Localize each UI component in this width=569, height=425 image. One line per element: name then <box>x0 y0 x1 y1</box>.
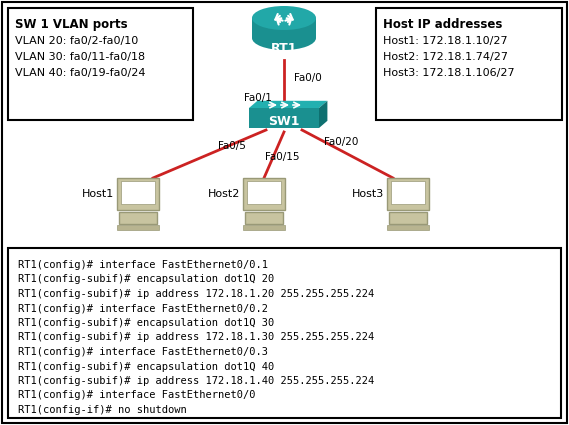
Text: RT1(config-if)# no shutdown: RT1(config-if)# no shutdown <box>18 405 187 415</box>
FancyBboxPatch shape <box>389 212 427 224</box>
Text: RT1(config-subif)# encapsulation dot1Q 30: RT1(config-subif)# encapsulation dot1Q 3… <box>18 318 274 328</box>
Text: VLAN 40: fa0/19-fa0/24: VLAN 40: fa0/19-fa0/24 <box>15 68 146 78</box>
FancyBboxPatch shape <box>247 181 281 204</box>
Polygon shape <box>249 101 327 108</box>
Text: SW1: SW1 <box>268 114 300 127</box>
Text: VLAN 30: fa0/11-fa0/18: VLAN 30: fa0/11-fa0/18 <box>15 52 145 62</box>
FancyBboxPatch shape <box>8 8 193 120</box>
Ellipse shape <box>252 6 316 30</box>
Text: Host1: 172.18.1.10/27: Host1: 172.18.1.10/27 <box>383 36 508 46</box>
FancyBboxPatch shape <box>391 181 425 204</box>
Text: Host2: 172.18.1.74/27: Host2: 172.18.1.74/27 <box>383 52 508 62</box>
FancyBboxPatch shape <box>387 225 429 230</box>
Text: RT1: RT1 <box>271 42 297 55</box>
Text: SW 1 VLAN ports: SW 1 VLAN ports <box>15 18 127 31</box>
FancyBboxPatch shape <box>245 212 283 224</box>
Text: Host IP addresses: Host IP addresses <box>383 18 502 31</box>
FancyBboxPatch shape <box>387 178 429 210</box>
Text: Host2: Host2 <box>208 189 240 199</box>
Bar <box>252 18 316 38</box>
Text: Fa0/5: Fa0/5 <box>218 141 246 151</box>
Text: RT1(config-subif)# ip address 172.18.1.20 255.255.255.224: RT1(config-subif)# ip address 172.18.1.2… <box>18 289 374 299</box>
Text: Host3: 172.18.1.106/27: Host3: 172.18.1.106/27 <box>383 68 514 78</box>
FancyBboxPatch shape <box>117 225 159 230</box>
Text: RT1(config-subif)# encapsulation dot1Q 20: RT1(config-subif)# encapsulation dot1Q 2… <box>18 275 274 284</box>
Text: RT1(config)# interface FastEthernet0/0: RT1(config)# interface FastEthernet0/0 <box>18 391 255 400</box>
FancyBboxPatch shape <box>8 248 561 418</box>
Text: Fa0/0: Fa0/0 <box>294 73 321 83</box>
Text: RT1(config-subif)# encapsulation dot1Q 40: RT1(config-subif)# encapsulation dot1Q 4… <box>18 362 274 371</box>
Text: Host3: Host3 <box>352 189 384 199</box>
Text: Fa0/20: Fa0/20 <box>324 137 358 147</box>
Text: RT1(config)# interface FastEthernet0/0.1: RT1(config)# interface FastEthernet0/0.1 <box>18 260 268 270</box>
Text: RT1(config)# interface FastEthernet0/0.2: RT1(config)# interface FastEthernet0/0.2 <box>18 303 268 314</box>
FancyBboxPatch shape <box>121 181 155 204</box>
Text: VLAN 20: fa0/2-fa0/10: VLAN 20: fa0/2-fa0/10 <box>15 36 138 46</box>
Ellipse shape <box>252 26 316 50</box>
Text: Host1: Host1 <box>82 189 114 199</box>
Text: RT1(config-subif)# ip address 172.18.1.30 255.255.255.224: RT1(config-subif)# ip address 172.18.1.3… <box>18 332 374 343</box>
Text: RT1(config)# interface FastEthernet0/0.3: RT1(config)# interface FastEthernet0/0.3 <box>18 347 268 357</box>
Text: RT1(config-subif)# ip address 172.18.1.40 255.255.255.224: RT1(config-subif)# ip address 172.18.1.4… <box>18 376 374 386</box>
Bar <box>249 108 319 128</box>
FancyBboxPatch shape <box>119 212 157 224</box>
Text: Fa0/15: Fa0/15 <box>265 152 299 162</box>
Text: Fa0/1: Fa0/1 <box>244 93 272 103</box>
FancyBboxPatch shape <box>117 178 159 210</box>
FancyBboxPatch shape <box>376 8 562 120</box>
FancyBboxPatch shape <box>243 225 285 230</box>
FancyBboxPatch shape <box>243 178 285 210</box>
Polygon shape <box>319 101 327 128</box>
